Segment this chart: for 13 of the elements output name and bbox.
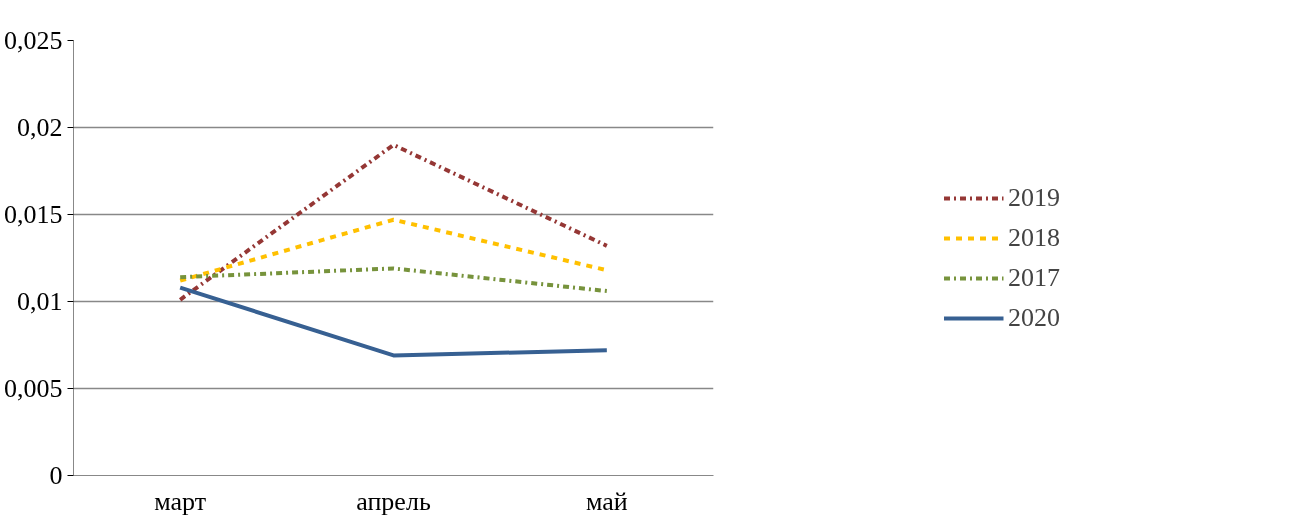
y-tick-label: 0,02 (17, 113, 63, 142)
legend-label: 2017 (1008, 262, 1060, 293)
x-tick-label: апрель (356, 486, 431, 516)
x-tick-label: май (585, 486, 628, 516)
y-tick-label: 0,005 (4, 374, 63, 403)
y-tick-label: 0,015 (4, 200, 63, 229)
legend-label: 2019 (1008, 182, 1060, 213)
x-tick-label: март (154, 486, 207, 516)
y-tick-label: 0 (49, 461, 63, 490)
legend-label: 2018 (1008, 222, 1060, 253)
y-tick-label: 0,01 (17, 287, 63, 316)
legend-label: 2020 (1008, 302, 1060, 333)
y-tick-label: 0,025 (4, 26, 63, 55)
